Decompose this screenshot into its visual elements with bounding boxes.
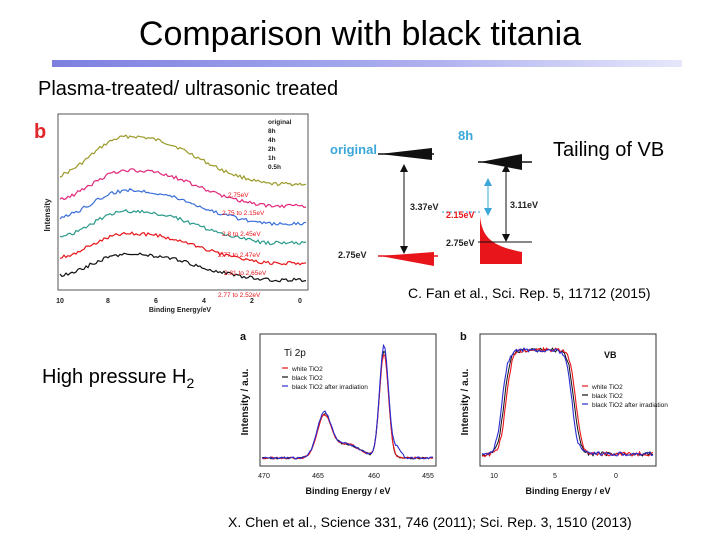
- vb-xlabel: Binding Energy / eV: [525, 486, 610, 496]
- ti2p-x-ticks: 470 465 460 455: [258, 473, 434, 480]
- figure-b-x-tick: 4: [202, 298, 206, 305]
- figure-b-x-tick: 6: [154, 298, 158, 305]
- band-treated-vb-tail: [480, 216, 522, 264]
- ti2p-legend-item: black TiO2: [292, 375, 323, 382]
- figure-b-annotation: 2.81 to 2.65eV: [224, 270, 267, 277]
- figure-b-curves: [59, 134, 307, 283]
- ti2p-x-tick: 470: [258, 473, 270, 480]
- vb-panel-label: b: [460, 331, 467, 343]
- band-gap-original: 3.37eV: [410, 202, 439, 212]
- figure-b-annotation: 2.75 to 2.15eV: [222, 210, 265, 217]
- vb-x-tick: 10: [490, 473, 498, 480]
- figure-b-curve-original: [59, 134, 307, 187]
- xps-vb-panel: b Intensity / a.u. VB white TiO2 black T…: [460, 331, 668, 496]
- figure-b-xlabel: Binding Energy/eV: [149, 307, 212, 314]
- vb-legend: white TiO2 black TiO2 black TiO2 after i…: [582, 384, 668, 409]
- figure-b-annotation: 2.75eV: [228, 192, 249, 199]
- ti2p-ylabel: Intensity / a.u.: [240, 368, 251, 435]
- band-treated-gap-arrowhead-up: [502, 164, 510, 172]
- figure-b-annotation: 2.8 to 2.45eV: [222, 231, 261, 238]
- figure-b-spectra: b Intensity original 8h 4h 2h 1h 0.5h 2.…: [30, 110, 320, 315]
- figure-b-curve-4h: [59, 187, 307, 227]
- band-original-gap-arrowhead-up: [400, 164, 408, 172]
- figure-b-curve-2h: [59, 209, 307, 246]
- ti2p-frame: [259, 333, 437, 467]
- figure-b-legend-item: original: [268, 119, 292, 126]
- figure-b-x-tick: 10: [56, 298, 64, 305]
- band-vb-original: 2.75eV: [338, 250, 367, 260]
- ti2p-inset-label: Ti 2p: [284, 348, 306, 359]
- citation-chen: X. Chen et al., Science 331, 746 (2011);…: [228, 514, 632, 530]
- ti2p-panel-label: a: [240, 331, 247, 343]
- ti2p-legend-item: black TiO2 after irradiation: [292, 384, 368, 391]
- figure-b-legend-item: 2h: [268, 146, 276, 153]
- figure-b-curve-0.5h: [59, 252, 307, 283]
- vb-inset-label: VB: [604, 350, 617, 360]
- band-original-vb-shape: [380, 252, 434, 266]
- figure-b-frame: [57, 113, 309, 291]
- figure-b-x-ticks: 10 8 6 4 2 0: [56, 298, 302, 305]
- subtitle: Plasma-treated/ ultrasonic treated: [38, 78, 339, 100]
- slide-title: Comparison with black titania: [138, 15, 582, 53]
- tailing-of-vb-label: Tailing of VB: [553, 139, 665, 161]
- figure-b-panel-label: b: [34, 121, 46, 143]
- vb-ylabel: Intensity / a.u.: [460, 368, 471, 435]
- figure-b-legend-item: 8h: [268, 128, 276, 135]
- band-tail-level: 2.15eV: [446, 210, 475, 220]
- vb-x-tick: 0: [614, 473, 618, 480]
- vb-x-tick: 5: [553, 473, 557, 480]
- vb-frame: [479, 333, 657, 467]
- figure-b-x-tick: 2: [250, 298, 254, 305]
- ti2p-xlabel: Binding Energy / eV: [305, 486, 390, 496]
- vb-legend-item: black TiO2 after irradiation: [592, 402, 668, 409]
- band-tail-gap-arrowhead-up: [484, 178, 492, 186]
- high-pressure-text: High pressure H: [42, 366, 187, 388]
- band-gap-treated: 3.11eV: [510, 200, 538, 210]
- band-original-label: original: [330, 142, 377, 157]
- figure-b-ylabel: Intensity: [43, 198, 52, 231]
- figure-b-curve-8h: [59, 168, 307, 209]
- band-treated-gap-arrowhead-down: [502, 234, 510, 242]
- ti2p-curve-irradiated: [261, 343, 434, 460]
- ti2p-legend: white TiO2 black TiO2 black TiO2 after i…: [282, 366, 368, 391]
- xps-ti2p-panel: a Intensity / a.u. Ti 2p white TiO2 blac…: [240, 331, 437, 496]
- vb-legend-item: white TiO2: [591, 384, 623, 391]
- band-diagram: original 8h 3.37eV 3.11eV 2.15eV 2.75eV …: [330, 128, 538, 266]
- figure-b-legend-item: 1h: [268, 155, 276, 162]
- figure-b-annotations: 2.75eV 2.75 to 2.15eV 2.8 to 2.45eV 2.77…: [218, 192, 267, 299]
- vb-legend-item: black TiO2: [592, 393, 623, 400]
- band-treated-label: 8h: [458, 128, 473, 143]
- ti2p-legend-item: white TiO2: [291, 366, 323, 373]
- vb-curve-white: [481, 346, 654, 458]
- high-pressure-subscript: 2: [186, 375, 195, 391]
- title-underline-bar: [52, 60, 682, 67]
- band-original-gap-arrowhead-down: [400, 246, 408, 254]
- ti2p-x-tick: 455: [422, 473, 434, 480]
- ti2p-x-tick: 465: [312, 473, 324, 480]
- vb-curve-irradiated: [481, 347, 654, 457]
- figure-b-curve-1h: [59, 231, 307, 266]
- citation-fan: C. Fan et al., Sci. Rep. 5, 11712 (2015): [408, 285, 651, 301]
- vb-x-ticks: 10 5 0: [490, 473, 618, 480]
- figure-b-x-tick: 8: [106, 298, 110, 305]
- ti2p-x-tick: 460: [368, 473, 380, 480]
- band-vb-treated: 2.75eV: [446, 238, 475, 248]
- figure-b-annotation: 2.77 to 2.52eV: [218, 292, 261, 299]
- band-tail-gap-arrowhead-down: [484, 208, 492, 216]
- figure-b-legend-item: 4h: [268, 137, 276, 144]
- figure-b-legend: original 8h 4h 2h 1h 0.5h: [268, 119, 292, 171]
- high-pressure-label: High pressure H2: [42, 366, 194, 391]
- figure-b-annotation: 2.77 to 2.47eV: [218, 252, 261, 259]
- figure-b-legend-item: 0.5h: [268, 164, 281, 171]
- figure-b-x-tick: 0: [298, 298, 302, 305]
